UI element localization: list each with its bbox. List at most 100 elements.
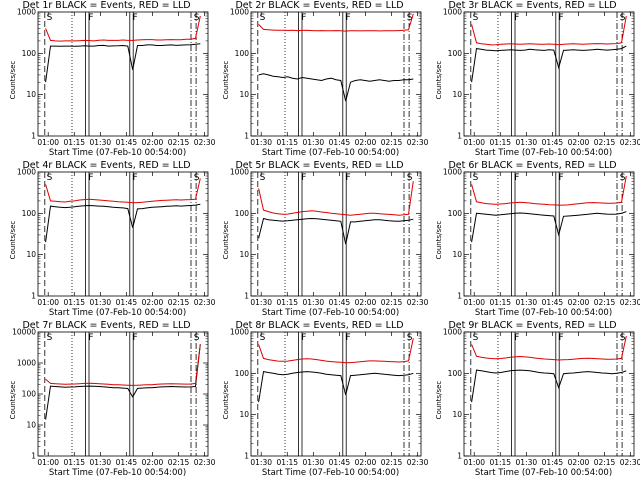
x-tick-label: 02:30 — [620, 458, 640, 467]
x-tick-label: 01:15 — [489, 458, 511, 467]
plot-frame — [250, 11, 422, 137]
events-series-line — [45, 344, 201, 420]
y-tick-label: 1 — [244, 452, 249, 461]
events-series-line — [258, 217, 414, 245]
x-tick-label: 01:15 — [276, 138, 298, 147]
events-series-line — [471, 369, 627, 403]
y-tick-label: 1 — [457, 292, 462, 301]
panel-title: Det 4r BLACK = Events, RED = LLD — [22, 160, 191, 171]
event-marker: S — [260, 333, 266, 343]
x-tick-label: 01:15 — [63, 458, 85, 467]
event-marker: S — [620, 333, 626, 343]
y-tick-label: 10000 — [12, 328, 36, 337]
event-marker: F — [514, 173, 519, 183]
plot-frame — [37, 11, 209, 137]
chart-panel: Det 9r BLACK = Events, RED = LLD Start Ti… — [426, 320, 640, 480]
y-tick-label: 1 — [31, 292, 36, 301]
plot-svg: S F F S 1 10 100 1000 01:00 01:15 01:30 01:45 02:00 0… — [17, 8, 216, 148]
x-tick-label: 02:30 — [194, 458, 216, 467]
x-tick-label: 01:15 — [276, 458, 298, 467]
x-tick-label: 01:45 — [542, 298, 564, 307]
y-tick-label: 100 — [22, 390, 37, 399]
x-axis-title: Start Time (07-Feb-10 00:54:00) — [261, 468, 400, 478]
x-tick-label: 02:00 — [355, 138, 377, 147]
x-tick-label: 01:45 — [329, 138, 351, 147]
plot-frame — [250, 171, 422, 297]
x-tick-label: 01:30 — [90, 138, 112, 147]
event-marker: S — [473, 173, 479, 183]
y-tick-label: 1 — [244, 132, 249, 141]
x-tick-label: 01:45 — [116, 458, 138, 467]
plot-svg: S F F S 1 10 100 1000 10000 01:00 01:15 01:30 01:45 0… — [12, 328, 216, 468]
x-tick-label: 01:30 — [516, 138, 538, 147]
y-tick-label: 10 — [452, 410, 462, 419]
x-tick-label: 02:15 — [381, 298, 403, 307]
y-tick-label: 1 — [457, 452, 462, 461]
event-marker: S — [260, 173, 266, 183]
x-tick-label: 01:30 — [303, 458, 325, 467]
x-tick-label: 01:45 — [116, 298, 138, 307]
x-tick-label: 02:30 — [407, 458, 429, 467]
lld-series-line — [471, 15, 627, 46]
x-tick-label: 01:15 — [63, 298, 85, 307]
x-tick-label: 01:45 — [329, 458, 351, 467]
y-tick-label: 1000 — [17, 8, 36, 17]
events-series-line — [258, 371, 414, 403]
events-series-line — [471, 211, 627, 243]
plot-svg: S F F S 1 10 100 1000 01:30 01:15 01:30 01:45 02:00 0… — [230, 168, 429, 308]
event-marker: F — [88, 173, 93, 183]
plot-frame — [37, 331, 209, 457]
x-tick-label: 01:30 — [250, 138, 272, 147]
event-marker: F — [88, 333, 93, 343]
event-marker: S — [47, 173, 53, 183]
panel-title: Det 1r BLACK = Events, RED = LLD — [22, 0, 191, 11]
event-marker: S — [473, 333, 479, 343]
panel-title: Det 9r BLACK = Events, RED = LLD — [448, 320, 617, 331]
y-tick-label: 1000 — [230, 328, 249, 337]
event-marker: F — [88, 13, 93, 23]
y-tick-label: 100 — [448, 49, 463, 58]
x-tick-label: 01:45 — [329, 298, 351, 307]
chart-panel: Det 8r BLACK = Events, RED = LLD Start Ti… — [213, 320, 429, 480]
x-tick-label: 02:15 — [381, 458, 403, 467]
lld-series-line — [471, 335, 627, 361]
y-tick-label: 1 — [31, 132, 36, 141]
plot-frame — [463, 331, 635, 457]
plot-frame — [463, 171, 635, 297]
chart-panel: Det 5r BLACK = Events, RED = LLD Start Ti… — [213, 160, 429, 320]
x-tick-label: 01:30 — [90, 458, 112, 467]
x-axis-title: Start Time (07-Feb-10 00:54:00) — [261, 148, 400, 158]
x-tick-label: 01:00 — [37, 298, 59, 307]
y-tick-label: 1000 — [17, 359, 36, 368]
x-tick-label: 02:15 — [168, 138, 190, 147]
plot-frame — [250, 331, 422, 457]
event-marker: S — [260, 13, 266, 23]
lld-series-line — [258, 13, 414, 32]
x-tick-label: 01:00 — [37, 458, 59, 467]
y-tick-label: 100 — [22, 49, 37, 58]
x-tick-label: 01:45 — [542, 458, 564, 467]
y-tick-label: 100 — [235, 49, 250, 58]
x-tick-label: 01:30 — [250, 458, 272, 467]
y-tick-label: 10 — [26, 250, 36, 259]
y-tick-label: 10 — [239, 90, 249, 99]
x-tick-label: 02:15 — [594, 298, 616, 307]
panel-title: Det 7r BLACK = Events, RED = LLD — [22, 320, 191, 331]
panel-title: Det 8r BLACK = Events, RED = LLD — [235, 320, 404, 331]
event-marker: S — [473, 13, 479, 23]
event-marker: F — [133, 13, 138, 23]
y-tick-label: 10 — [239, 250, 249, 259]
lld-series-line — [258, 338, 414, 364]
x-tick-label: 01:15 — [276, 298, 298, 307]
y-tick-label: 100 — [448, 209, 463, 218]
lld-series-line — [471, 175, 627, 206]
x-axis-title: Start Time (07-Feb-10 00:54:00) — [261, 308, 400, 318]
event-marker: S — [407, 173, 413, 183]
event-marker: S — [194, 13, 200, 23]
x-tick-label: 01:45 — [542, 138, 564, 147]
x-axis-title: Start Time (07-Feb-10 00:54:00) — [48, 148, 187, 158]
x-tick-label: 02:00 — [142, 458, 164, 467]
x-tick-label: 02:00 — [355, 298, 377, 307]
plot-svg: S F F S 1 10 100 1000 01:30 01:15 01:30 01:45 02:00 0… — [230, 328, 429, 468]
